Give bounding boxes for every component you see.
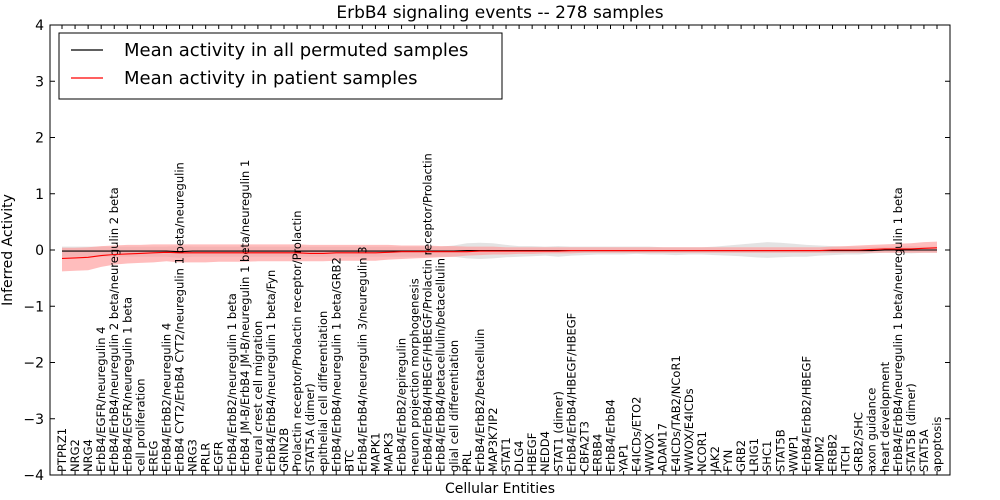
category-label: MAPK3 <box>382 432 396 472</box>
category-label: ErbB4/ErbB4/neuregulin 1 beta/Fyn <box>264 270 278 472</box>
category-label: STAT5B (dimer) <box>904 383 918 472</box>
category-label: STAT5A (dimer) <box>303 383 317 472</box>
category-label: WWP1 <box>786 435 800 472</box>
category-label: FYN <box>721 450 735 472</box>
category-label: ErbB4/EGFR/neuregulin 1 beta <box>120 297 134 472</box>
category-label: NRG4 <box>81 439 95 472</box>
category-label: EREG <box>146 441 160 472</box>
category-label: WWOX <box>643 433 657 472</box>
y-tick-label: −1 <box>23 299 44 315</box>
y-axis-label: Inferred Activity <box>0 194 16 306</box>
legend-label-patient: Mean activity in patient samples <box>124 68 418 89</box>
category-label: neuron projection morphogenesis <box>408 278 422 472</box>
chart-title: ErbB4 signaling events -- 278 samples <box>336 3 663 23</box>
category-label: SHC1 <box>760 441 774 472</box>
category-label: PTPRZ1 <box>55 428 69 472</box>
category-label: CBFA2T3 <box>577 421 591 472</box>
y-tick-label: −2 <box>23 356 44 372</box>
category-label: ErbB4 JM-B/ErbB4 JM-B/neuregulin 1 beta/… <box>238 160 252 472</box>
category-label: YAP1 <box>617 444 631 473</box>
category-label: PRLR <box>199 443 213 472</box>
category-label: ErbB4/ErbB2/HBEGF <box>799 356 813 472</box>
category-label: ErbB4/ErbB2/neuregulin 4 <box>160 323 174 472</box>
category-label: ERBB2 <box>826 434 840 472</box>
y-tick-label: 2 <box>35 131 44 147</box>
category-label: MAP3K7IP2 <box>486 407 500 472</box>
band-series-1 <box>62 241 937 272</box>
category-label: STAT5B <box>773 429 787 472</box>
category-label: ADAM17 <box>656 423 670 472</box>
category-label: ErbB4/ErbB4/HBEGF/HBEGF/Prolactin recept… <box>421 153 435 472</box>
category-label: ErbB4/ErbB2/epiregulin <box>395 338 409 472</box>
category-label: ErbB4/ErbB4/neuregulin 3/neuregulin 3 <box>355 246 369 472</box>
category-label: apoptosis <box>930 417 944 472</box>
legend-label-permuted: Mean activity in all permuted samples <box>124 40 468 61</box>
category-label: MAPK1 <box>368 432 382 472</box>
category-label: GRB2 <box>734 440 748 472</box>
y-tick-label: −4 <box>23 468 44 484</box>
category-label: NCOR1 <box>695 431 709 472</box>
x-axis-label: Cellular Entities <box>445 481 555 497</box>
y-tick-label: 3 <box>35 74 44 90</box>
category-label: DLG4 <box>512 441 526 473</box>
category-label: STAT5A <box>917 429 931 472</box>
category-label: E4ICDs/ETO2 <box>630 397 644 472</box>
category-label: glial cell differentiation <box>447 340 461 472</box>
category-label: neural crest cell migration <box>251 321 265 472</box>
category-label: ErbB4/ErbB2/betacellulin <box>473 329 487 472</box>
category-label: GRIN2B <box>277 428 291 472</box>
category-label: ErbB4/ErbB4/HBEGF/HBEGF <box>564 313 578 472</box>
legend-box <box>58 32 503 100</box>
category-label: JAK2 <box>708 446 722 473</box>
category-label: WWOX/E4ICDs <box>682 388 696 472</box>
category-label: BTC <box>342 450 356 472</box>
category-label: ErbB4 CYT2/ErbB4 CYT2/neuregulin 1 beta/… <box>173 162 187 472</box>
category-label: ErbB4/EGFR/neuregulin 4 <box>94 327 108 472</box>
category-label: ErbB4/ErbB4/neuregulin 1 beta/GRB2 <box>329 257 343 472</box>
category-label: ErbB4/ErbB4/neuregulin 2 beta/neuregulin… <box>107 187 121 472</box>
y-tick-label: 0 <box>35 243 44 259</box>
legend: Mean activity in all permuted samples Me… <box>58 32 503 100</box>
category-label: HBEGF <box>525 433 539 472</box>
category-label: ErbB4/ErbB4 <box>604 399 618 472</box>
category-label: MDM2 <box>813 436 827 472</box>
category-label: cell proliferation <box>133 378 147 472</box>
y-tick-label: 4 <box>35 18 44 34</box>
category-label: heart development <box>878 361 892 472</box>
category-label: NEDD4 <box>538 431 552 472</box>
category-label: PRL <box>460 450 474 472</box>
category-label: ErbB4/ErbB4/betacellulin/betacellulin <box>434 258 448 472</box>
category-label: NRG2 <box>68 439 82 472</box>
category-label: STAT1 (dimer) <box>551 391 565 472</box>
category-label: E4ICDs/TAB2/NCoR1 <box>669 355 683 472</box>
category-label: LRIG1 <box>747 438 761 472</box>
category-label: NRG3 <box>186 439 200 472</box>
category-label: Prolactin receptor/Prolactin receptor/Pr… <box>290 210 304 472</box>
category-label: ErbB4/ErbB4/neuregulin 1 beta/neuregulin… <box>891 187 905 472</box>
category-label: GRB2/SHC <box>852 412 866 472</box>
line-series-1 <box>61 247 938 259</box>
category-label: EGFR <box>212 441 226 472</box>
category-label: ERBB4 <box>590 434 604 472</box>
category-label: STAT1 <box>499 437 513 472</box>
category-label: axon guidance <box>865 388 879 472</box>
category-label: epithelial cell differentiation <box>316 311 330 472</box>
y-tick-label: 1 <box>35 187 44 203</box>
category-label: ErbB4/ErbB2/neuregulin 1 beta <box>225 293 239 472</box>
y-tick-label: −3 <box>23 412 44 428</box>
category-label: ITCH <box>839 446 853 472</box>
